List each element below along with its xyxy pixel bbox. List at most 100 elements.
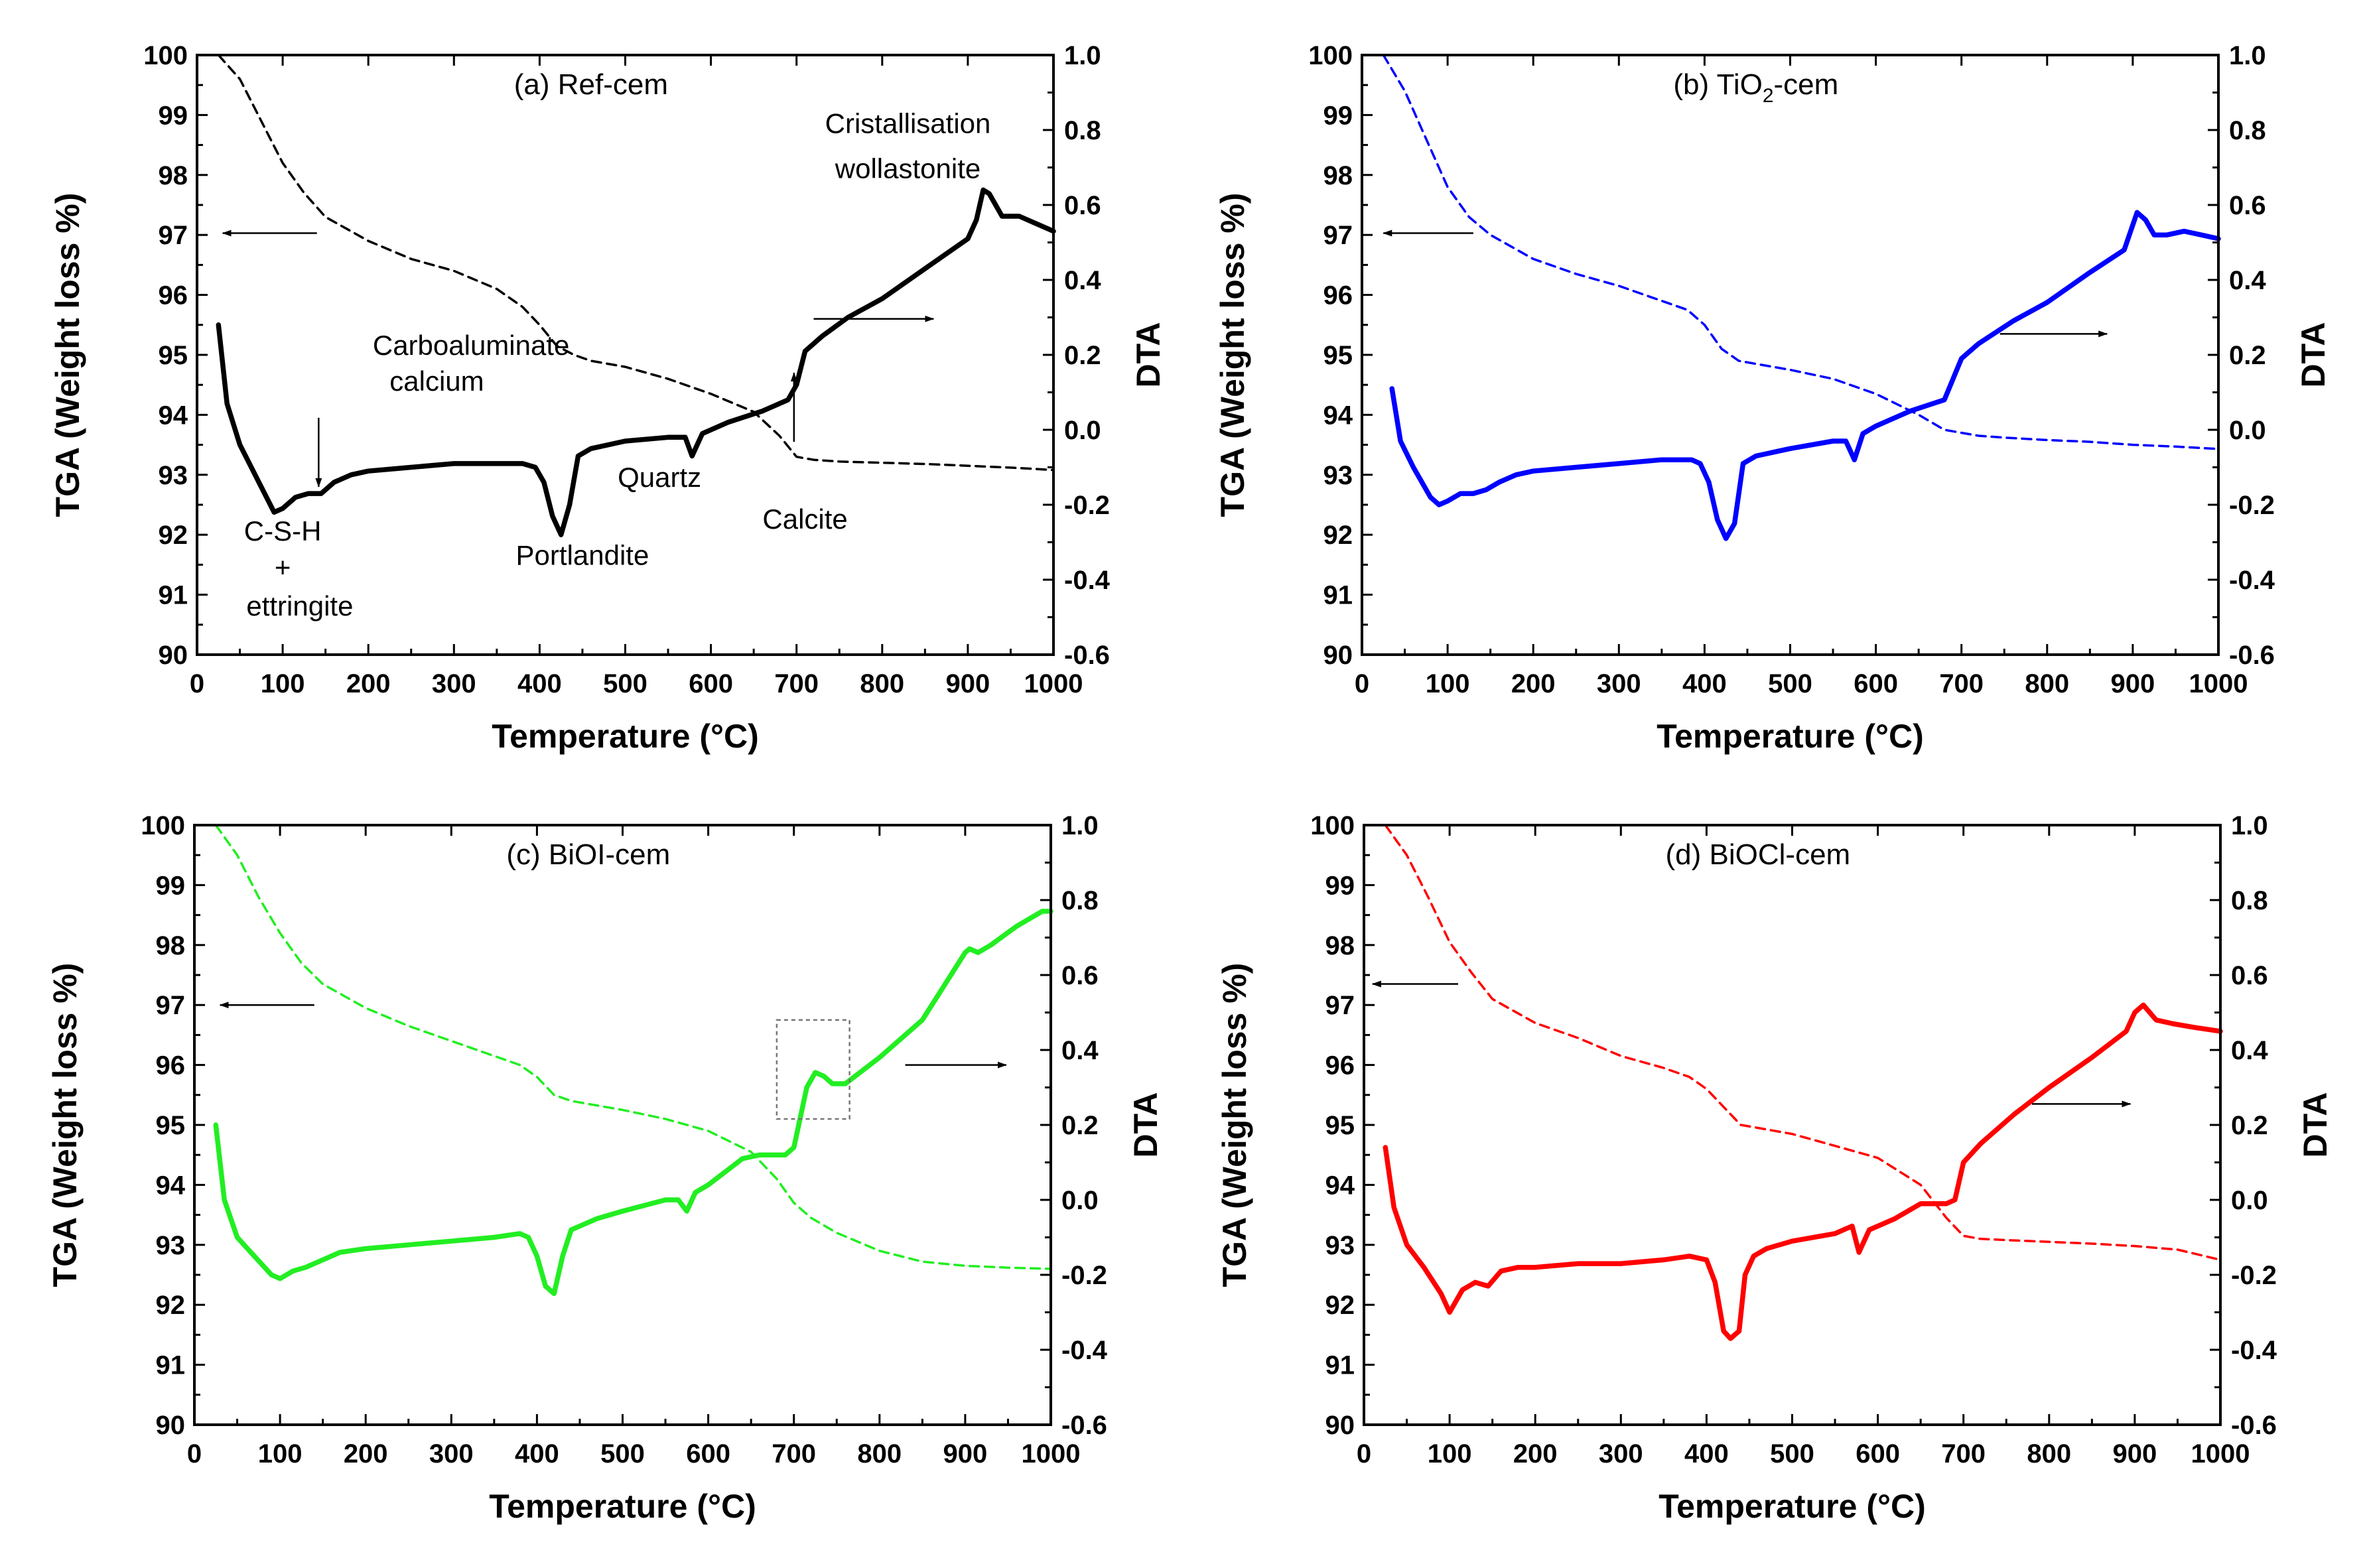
y-left-axis-title: TGA (Weight loss %) xyxy=(1214,193,1251,517)
x-tick-label: 600 xyxy=(689,669,733,698)
y-left-tick-label: 100 xyxy=(1308,41,1353,70)
x-tick-label: 200 xyxy=(344,1439,388,1469)
x-tick-label: 800 xyxy=(860,669,904,698)
y-left-tick-label: 93 xyxy=(1323,461,1353,490)
x-tick-label: 300 xyxy=(1597,669,1641,698)
annotation-label: ettringite xyxy=(246,590,353,621)
series-tga-line xyxy=(1382,54,2220,450)
y-right-tick-label: 0.8 xyxy=(2229,116,2266,145)
y-right-tick-label: 0.4 xyxy=(2231,1036,2268,1065)
y-right-tick-label: -0.4 xyxy=(1064,566,1111,595)
x-tick-label: 100 xyxy=(261,669,305,698)
panel-title: (c) BiOI-cem xyxy=(506,838,670,871)
x-tick-label: 300 xyxy=(429,1439,474,1469)
x-tick-label: 0 xyxy=(1357,1439,1371,1469)
y-left-tick-label: 91 xyxy=(1323,581,1353,610)
plot-frame xyxy=(1363,824,2222,1426)
y-right-tick-label: 0.8 xyxy=(2231,886,2268,915)
y-right-tick-label: -0.2 xyxy=(2229,491,2275,520)
series-dta-line xyxy=(213,909,1053,1297)
y-left-axis-title: TGA (Weight loss %) xyxy=(46,963,84,1287)
highlight-box xyxy=(776,1019,850,1120)
y-right-axis-title: DTA xyxy=(2297,1092,2334,1157)
y-left-tick-label: 90 xyxy=(156,1411,186,1440)
x-tick-label: 900 xyxy=(943,1439,988,1469)
y-left-tick-label: 94 xyxy=(159,401,188,430)
y-left-tick-label: 99 xyxy=(1323,101,1353,130)
annotation-label: Cristallisation xyxy=(825,108,991,139)
plot-frame xyxy=(1361,54,2220,656)
x-tick-label: 500 xyxy=(1770,1439,1814,1469)
y-right-tick-label: 0.4 xyxy=(2229,266,2266,295)
panel-title: (b) TiO2-cem xyxy=(1673,68,1838,107)
x-tick-label: 1000 xyxy=(1024,669,1083,698)
x-tick-label: 800 xyxy=(2027,1439,2071,1469)
x-tick-label: 500 xyxy=(600,1439,645,1469)
series-dta-line xyxy=(1389,210,2221,541)
y-left-tick-label: 97 xyxy=(156,991,186,1020)
y-left-axis-title: TGA (Weight loss %) xyxy=(1216,963,1253,1287)
y-left-tick-label: 92 xyxy=(159,521,188,550)
y-left-tick-label: 97 xyxy=(1325,991,1355,1020)
annotation-label: calcium xyxy=(389,365,484,397)
y-right-tick-label: 0.4 xyxy=(1061,1036,1099,1065)
annotation-label: Calcite xyxy=(762,503,847,535)
y-left-tick-label: 90 xyxy=(1323,641,1353,670)
y-left-tick-label: 91 xyxy=(159,581,188,610)
x-tick-label: 800 xyxy=(2025,669,2069,698)
y-right-tick-label: 0.0 xyxy=(2229,416,2266,445)
y-left-tick-label: 90 xyxy=(159,641,188,670)
y-left-tick-label: 97 xyxy=(159,221,188,250)
x-tick-label: 400 xyxy=(1682,669,1727,698)
y-left-tick-label: 94 xyxy=(1325,1171,1355,1200)
series-tga-line xyxy=(1384,824,2222,1262)
y-left-tick-label: 92 xyxy=(1325,1291,1355,1320)
annotation-label: Carboaluminate xyxy=(373,330,570,361)
y-left-tick-label: 95 xyxy=(1323,341,1353,370)
y-right-tick-label: -0.4 xyxy=(1061,1336,1108,1365)
y-right-tick-label: 0.2 xyxy=(1061,1111,1099,1140)
y-right-tick-label: 0.0 xyxy=(1064,416,1101,445)
y-right-tick-label: 0.2 xyxy=(2231,1111,2268,1140)
y-left-tick-label: 98 xyxy=(156,931,186,960)
y-left-tick-label: 95 xyxy=(1325,1111,1355,1140)
panel-title: (a) Ref-cem xyxy=(514,68,668,101)
y-right-tick-label: 0.6 xyxy=(2231,961,2268,990)
y-left-tick-label: 92 xyxy=(1323,521,1353,550)
series-dta-line xyxy=(216,187,1056,537)
y-left-tick-label: 93 xyxy=(159,461,188,490)
x-axis-title: Temperature (°C) xyxy=(1658,1488,1925,1525)
y-left-tick-label: 91 xyxy=(1325,1351,1355,1380)
y-left-tick-label: 100 xyxy=(141,811,185,840)
y-right-tick-label: -0.6 xyxy=(2229,641,2275,670)
x-tick-label: 300 xyxy=(1599,1439,1643,1469)
panel-a: 0 100 200 300 400 500 600 700 800 900 1000 90 91 92 93… xyxy=(49,41,1167,755)
y-right-tick-label: -0.2 xyxy=(1064,491,1110,520)
x-tick-label: 200 xyxy=(1511,669,1556,698)
x-tick-label: 700 xyxy=(774,669,819,698)
y-right-tick-label: 0.8 xyxy=(1061,886,1099,915)
plot-frame xyxy=(193,824,1052,1426)
x-tick-label: 200 xyxy=(346,669,391,698)
y-right-tick-label: 0.4 xyxy=(1064,266,1101,295)
y-left-tick-label: 98 xyxy=(1323,161,1353,190)
y-right-tick-label: -0.2 xyxy=(1061,1261,1107,1290)
x-tick-label: 500 xyxy=(1768,669,1812,698)
y-right-tick-label: 1.0 xyxy=(2229,41,2266,70)
x-tick-label: 400 xyxy=(1684,1439,1729,1469)
x-axis-title: Temperature (°C) xyxy=(1657,718,1923,755)
y-left-tick-label: 93 xyxy=(156,1231,186,1260)
y-right-tick-label: 0.2 xyxy=(1064,341,1101,370)
x-tick-label: 900 xyxy=(2113,1439,2157,1469)
x-tick-label: 700 xyxy=(1941,1439,1986,1469)
y-right-tick-label: 0.6 xyxy=(1061,961,1099,990)
y-right-tick-label: 0.8 xyxy=(1064,116,1101,145)
y-left-tick-label: 96 xyxy=(1325,1051,1355,1080)
y-right-tick-label: 0.2 xyxy=(2229,341,2266,370)
y-left-tick-label: 97 xyxy=(1323,221,1353,250)
y-right-tick-label: -0.4 xyxy=(2231,1336,2277,1365)
x-tick-label: 100 xyxy=(1426,669,1470,698)
series-tga-line xyxy=(217,54,1055,472)
x-tick-label: 600 xyxy=(1854,669,1898,698)
y-left-tick-label: 92 xyxy=(156,1291,186,1320)
